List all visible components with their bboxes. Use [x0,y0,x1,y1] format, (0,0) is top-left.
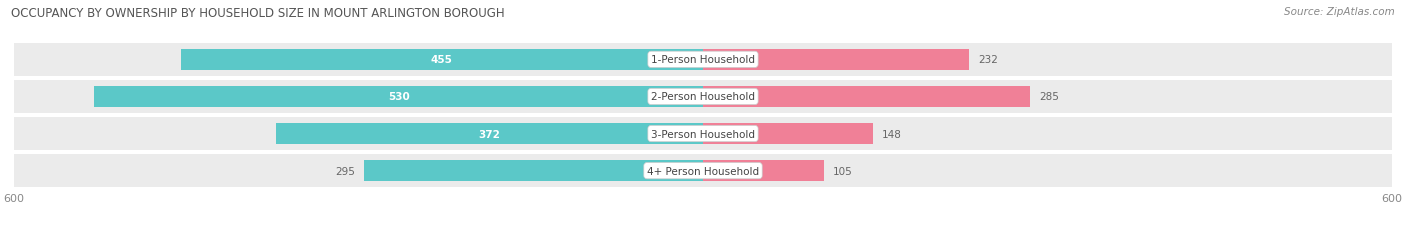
Text: 4+ Person Household: 4+ Person Household [647,166,759,176]
Text: 295: 295 [335,166,356,176]
Bar [14,81,1392,113]
Bar [14,44,1392,76]
Text: Source: ZipAtlas.com: Source: ZipAtlas.com [1284,7,1395,17]
Text: 148: 148 [882,129,903,139]
Text: 2-Person Household: 2-Person Household [651,92,755,102]
Text: OCCUPANCY BY OWNERSHIP BY HOUSEHOLD SIZE IN MOUNT ARLINGTON BOROUGH: OCCUPANCY BY OWNERSHIP BY HOUSEHOLD SIZE… [11,7,505,20]
Bar [276,124,703,144]
Text: 3-Person Household: 3-Person Household [651,129,755,139]
Text: 372: 372 [478,129,501,139]
Bar [703,87,1031,107]
Text: 285: 285 [1039,92,1059,102]
Bar [703,50,969,70]
Text: 455: 455 [430,55,453,65]
Bar [703,124,873,144]
Text: 530: 530 [388,92,409,102]
Bar [180,50,703,70]
Text: 1-Person Household: 1-Person Household [651,55,755,65]
Bar [703,161,824,181]
Text: 105: 105 [832,166,852,176]
Text: 232: 232 [979,55,998,65]
Bar [14,118,1392,150]
Bar [94,87,703,107]
Bar [364,161,703,181]
Bar [14,155,1392,187]
